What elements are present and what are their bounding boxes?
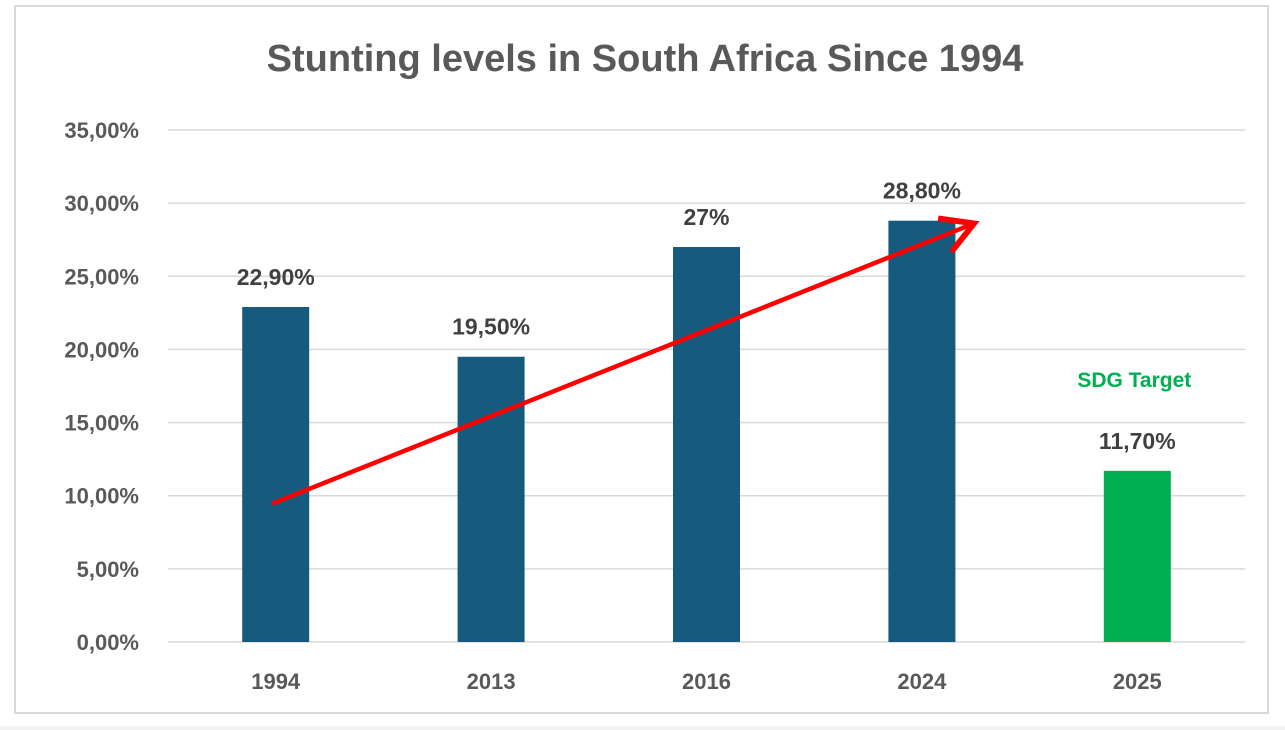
y-tick-label: 20,00% (64, 337, 139, 362)
annotations: SDG Target (271, 215, 1191, 506)
y-tick-label: 0,00% (77, 630, 139, 655)
data-label-2024: 28,80% (883, 178, 961, 204)
sdg-target-annotation: SDG Target (1077, 369, 1191, 392)
y-axis-ticks: 0,00% 5,00% 10,00% 15,00% 20,00% 25,00% 30,00%… (64, 118, 139, 655)
y-tick-label: 30,00% (64, 191, 139, 216)
bar-2024 (888, 220, 956, 642)
x-tick-label: 1994 (251, 669, 301, 694)
chart-frame (14, 5, 1269, 714)
x-tick-label: 2016 (682, 669, 731, 694)
x-axis-ticks: 1994 2013 2016 2024 2025 (251, 669, 1162, 694)
x-tick-label: 2025 (1113, 669, 1162, 694)
bottom-divider (0, 726, 1285, 730)
y-tick-label: 10,00% (64, 484, 139, 509)
bars (242, 220, 1171, 642)
data-label-1994: 22,90% (237, 264, 315, 290)
data-label-2016: 27% (683, 204, 729, 230)
bar-1994 (242, 307, 310, 642)
data-labels: 22,90% 19,50% 27% 28,80% 11,70% (237, 178, 1176, 454)
chart-title: Stunting levels in South Africa Since 19… (267, 38, 1024, 80)
bar-2013 (457, 356, 525, 642)
bar-2025 (1103, 470, 1171, 642)
trend-arrow (271, 215, 980, 506)
y-tick-label: 5,00% (77, 557, 139, 582)
y-tick-label: 15,00% (64, 411, 139, 436)
x-tick-label: 2024 (897, 669, 947, 694)
bar-2016 (673, 247, 740, 642)
data-label-2013: 19,50% (452, 314, 530, 340)
y-tick-label: 35,00% (64, 118, 139, 143)
x-tick-label: 2013 (467, 669, 516, 694)
data-label-2025: 11,70% (1099, 428, 1176, 454)
y-tick-label: 25,00% (64, 264, 139, 289)
